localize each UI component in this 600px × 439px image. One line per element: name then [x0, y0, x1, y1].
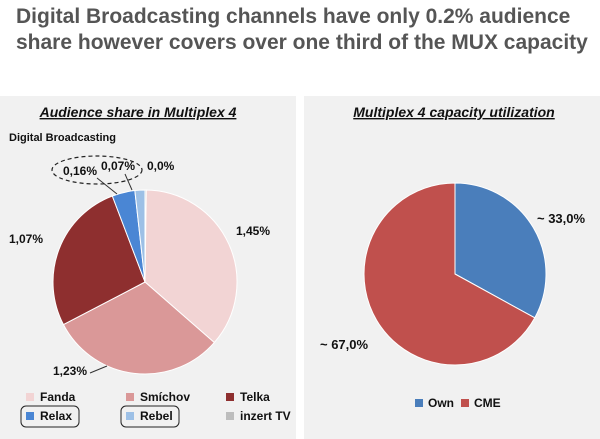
pie-slice-inzert-tv	[144, 189, 147, 283]
leader-line-rebel	[124, 173, 133, 191]
data-label-cme: ~ 67,0%	[320, 337, 369, 352]
leader-line-smichov	[89, 365, 108, 374]
data-label-relax: 0,16%	[63, 164, 97, 178]
legend-swatch-telka	[226, 393, 234, 401]
legend-label-rebel: Rebel	[140, 409, 173, 423]
legend-label-sm-chov: Smíchov	[140, 390, 190, 404]
data-label-own: ~ 33,0%	[537, 211, 586, 226]
legend-highlight-rebel	[120, 405, 180, 428]
chart-title: Multiplex 4 capacity utilization	[353, 104, 554, 120]
capacity-panel: Multiplex 4 capacity utilization ~ 33,0%…	[304, 96, 600, 439]
legend-swatch-fanda	[26, 393, 34, 401]
data-label-sm-chov: 1,23%	[53, 364, 87, 378]
page-title: Digital Broadcasting channels have only …	[16, 5, 588, 54]
legend-label-inzert-tv: inzert TV	[240, 409, 291, 423]
data-label-telka: 1,07%	[9, 232, 43, 246]
audience-share-panel: Audience share in Multiplex 4 Digital Br…	[0, 96, 296, 439]
pie-slice-telka	[52, 195, 146, 326]
legend-label-telka: Telka	[240, 390, 270, 404]
legend-swatch-own	[415, 399, 423, 407]
legend-swatch-sm-chov	[126, 393, 134, 401]
legend-swatch-cme	[461, 399, 469, 407]
legend-highlight-relax	[20, 405, 80, 428]
chart-title: Audience share in Multiplex 4	[39, 104, 237, 120]
legend-label-relax: Relax	[40, 409, 72, 423]
leader-line-relax	[96, 177, 118, 195]
data-label-rebel: 0,07%	[101, 159, 135, 173]
data-label-fanda: 1,45%	[236, 224, 270, 238]
pie-slice-cme	[363, 182, 536, 366]
legend-label-fanda: Fanda	[40, 390, 76, 404]
legend-label-cme: CME	[474, 396, 501, 410]
audience-share-chart: Audience share in Multiplex 4 Digital Br…	[9, 104, 291, 428]
chart-subtitle: Digital Broadcasting	[9, 132, 116, 144]
capacity-chart: Multiplex 4 capacity utilization ~ 33,0%…	[320, 104, 586, 410]
pie-slice-own	[454, 182, 547, 319]
legend-swatch-relax	[26, 412, 34, 420]
legend-label-own: Own	[428, 396, 454, 410]
highlight-ellipse	[51, 155, 143, 185]
legend-swatch-rebel	[126, 412, 134, 420]
legend-swatch-inzert-tv	[226, 412, 234, 420]
pie-slice-fanda	[144, 189, 238, 344]
data-label-inzert-tv: 0,0%	[147, 159, 175, 173]
